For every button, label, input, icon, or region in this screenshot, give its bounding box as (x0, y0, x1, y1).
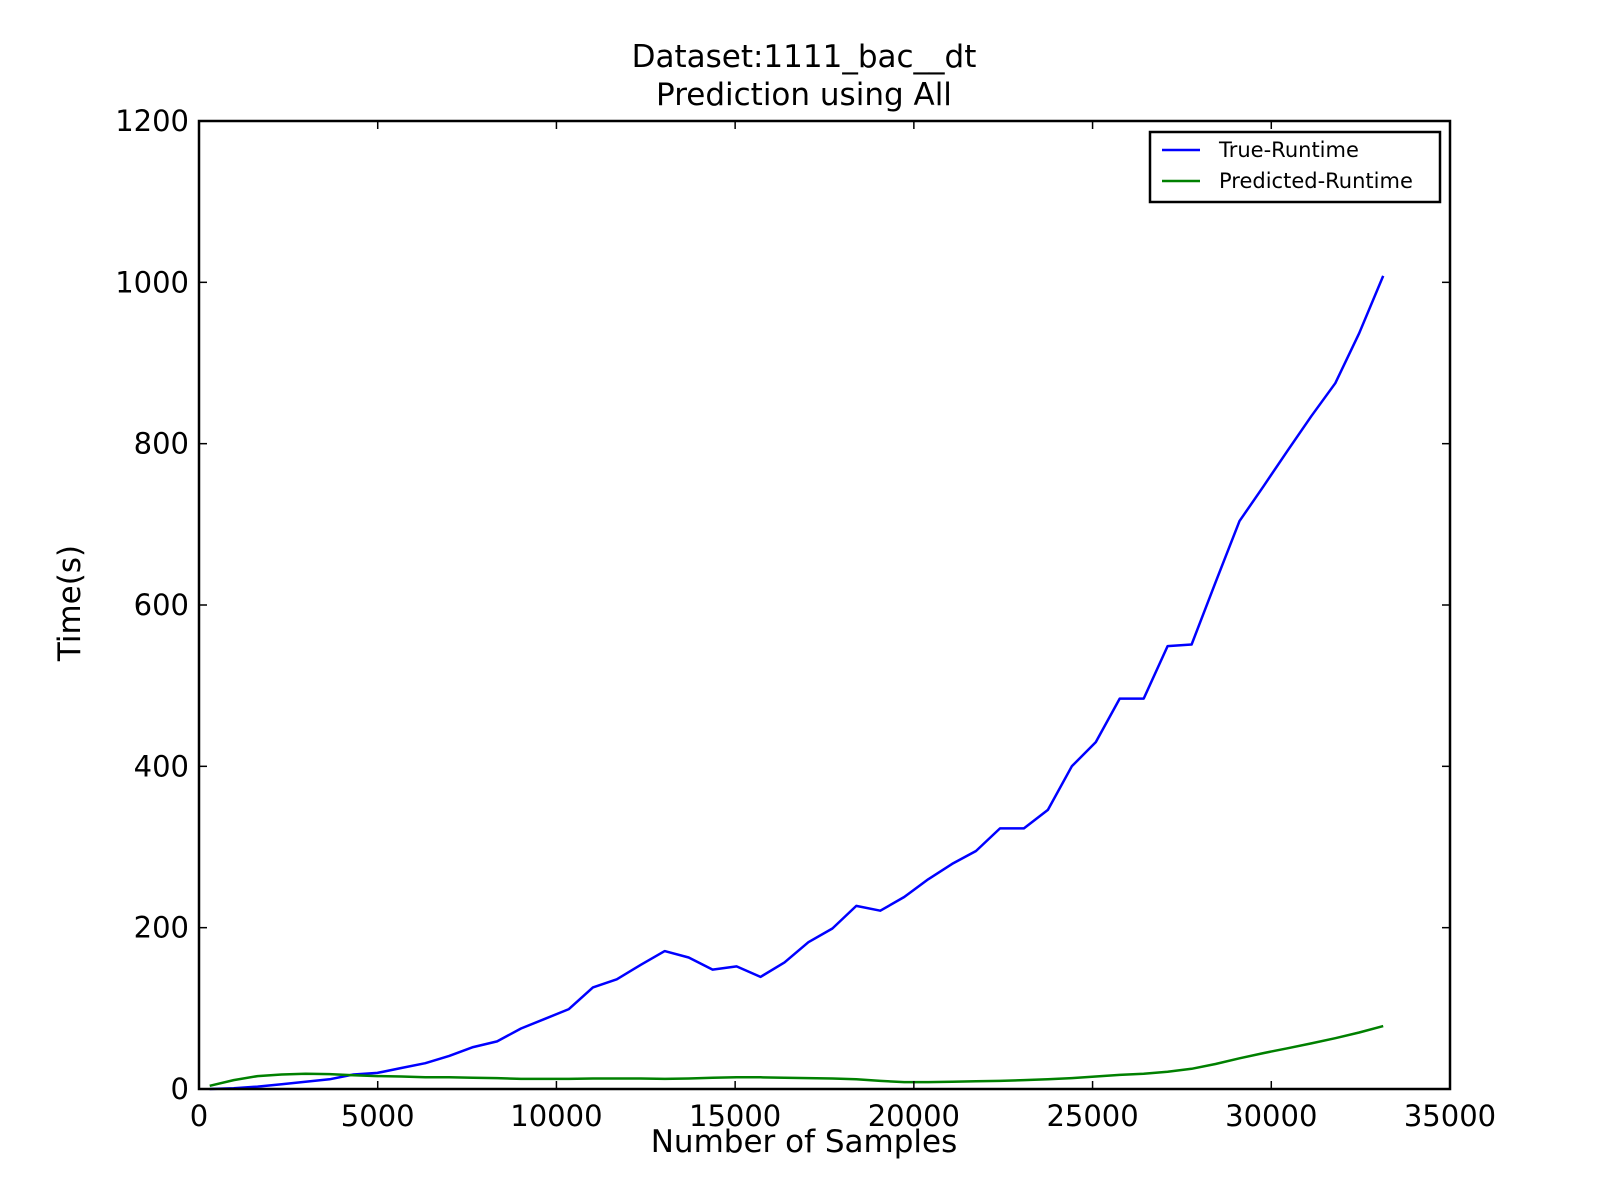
legend: True-Runtime Predicted-Runtime (1148, 130, 1442, 204)
series-line-true-runtime (209, 275, 1385, 1091)
y-tick-label: 400 (134, 749, 189, 783)
x-tick-label: 10000 (510, 1099, 602, 1133)
plot-area (209, 275, 1385, 1091)
y-tick-label: 0 (171, 1072, 189, 1106)
x-tick-label: 20000 (868, 1099, 960, 1133)
x-tick-label: 25000 (1046, 1099, 1138, 1133)
x-axis: 0 5000 10000 15000 20000 25000 30000 35000 (190, 121, 1496, 1133)
y-tick-label: 1200 (115, 104, 189, 138)
plot-frame (197, 119, 1452, 1091)
x-tick-label: 35000 (1404, 1099, 1496, 1133)
x-tick-label: 5000 (341, 1099, 415, 1133)
x-tick-label: 15000 (689, 1099, 781, 1133)
legend-label-predicted-runtime: Predicted-Runtime (1219, 169, 1413, 193)
legend-label-true-runtime: True-Runtime (1218, 138, 1359, 162)
y-tick-label: 600 (134, 588, 189, 622)
y-axis-label: Time(s) (52, 545, 88, 662)
x-tick-label: 30000 (1225, 1099, 1317, 1133)
x-axis-label: Number of Samples (651, 1124, 958, 1160)
chart-subtitle: Prediction using All (656, 77, 952, 113)
legend-box (1148, 130, 1442, 204)
series-line-predicted-runtime (209, 1024, 1384, 1088)
y-tick-label: 800 (134, 427, 189, 461)
chart-title: Dataset:1111_bac__dt (632, 39, 977, 75)
y-axis: 0 200 400 600 800 1000 1200 (115, 104, 1450, 1106)
y-tick-label: 1000 (115, 265, 189, 299)
x-tick-label: 0 (190, 1099, 208, 1133)
y-tick-label: 200 (134, 911, 189, 945)
